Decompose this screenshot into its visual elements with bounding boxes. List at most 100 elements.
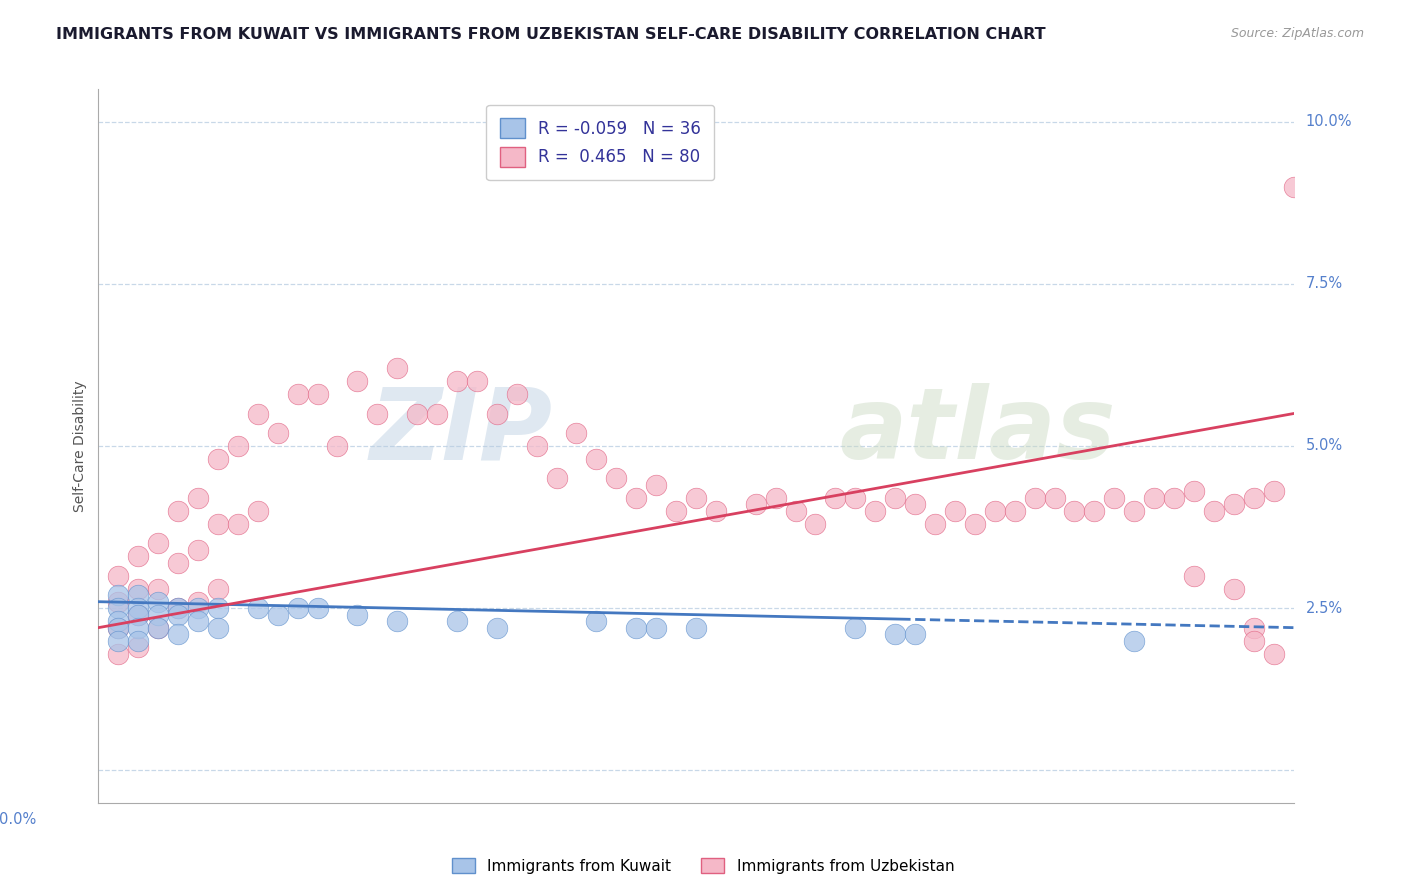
Point	[1024, 491, 1046, 505]
Text: 7.5%: 7.5%	[1305, 277, 1343, 292]
Point	[148, 595, 170, 609]
Point	[884, 627, 907, 641]
Point	[366, 407, 388, 421]
Point	[246, 601, 269, 615]
Point	[824, 491, 846, 505]
Point	[127, 621, 149, 635]
Point	[745, 497, 768, 511]
Legend: R = -0.059   N = 36, R =  0.465   N = 80: R = -0.059 N = 36, R = 0.465 N = 80	[486, 104, 714, 180]
Point	[804, 516, 827, 531]
Point	[127, 549, 149, 564]
Point	[943, 504, 966, 518]
Point	[624, 621, 647, 635]
Point	[963, 516, 986, 531]
Point	[167, 504, 190, 518]
Point	[565, 425, 588, 440]
Text: 0.0%: 0.0%	[0, 812, 37, 827]
Point	[226, 516, 249, 531]
Point	[287, 601, 309, 615]
Point	[326, 439, 349, 453]
Point	[207, 582, 229, 596]
Point	[1123, 504, 1146, 518]
Point	[844, 491, 866, 505]
Point	[346, 607, 368, 622]
Text: atlas: atlas	[839, 384, 1116, 480]
Point	[127, 601, 149, 615]
Point	[346, 374, 368, 388]
Point	[546, 471, 568, 485]
Point	[685, 491, 707, 505]
Y-axis label: Self-Care Disability: Self-Care Disability	[73, 380, 87, 512]
Text: Source: ZipAtlas.com: Source: ZipAtlas.com	[1230, 27, 1364, 40]
Point	[107, 621, 129, 635]
Point	[465, 374, 488, 388]
Point	[485, 407, 508, 421]
Point	[127, 607, 149, 622]
Point	[267, 425, 290, 440]
Point	[1143, 491, 1166, 505]
Point	[983, 504, 1005, 518]
Point	[645, 478, 668, 492]
Point	[884, 491, 907, 505]
Point	[904, 627, 927, 641]
Point	[167, 601, 190, 615]
Point	[127, 633, 149, 648]
Point	[863, 504, 886, 518]
Text: 10.0%: 10.0%	[1305, 114, 1353, 129]
Legend: Immigrants from Kuwait, Immigrants from Uzbekistan: Immigrants from Kuwait, Immigrants from …	[446, 852, 960, 880]
Point	[1263, 647, 1285, 661]
Point	[207, 601, 229, 615]
Point	[406, 407, 429, 421]
Point	[148, 607, 170, 622]
Point	[207, 516, 229, 531]
Point	[785, 504, 807, 518]
Point	[904, 497, 927, 511]
Point	[1102, 491, 1125, 505]
Point	[207, 452, 229, 467]
Point	[1043, 491, 1066, 505]
Point	[924, 516, 946, 531]
Point	[107, 568, 129, 582]
Point	[645, 621, 668, 635]
Point	[506, 387, 529, 401]
Point	[187, 614, 209, 628]
Point	[148, 621, 170, 635]
Point	[107, 621, 129, 635]
Point	[148, 536, 170, 550]
Point	[167, 556, 190, 570]
Point	[605, 471, 627, 485]
Point	[127, 582, 149, 596]
Point	[167, 607, 190, 622]
Point	[127, 607, 149, 622]
Point	[1223, 582, 1246, 596]
Point	[148, 582, 170, 596]
Point	[307, 387, 329, 401]
Text: 5.0%: 5.0%	[1305, 439, 1343, 453]
Point	[1182, 484, 1205, 499]
Text: 2.5%: 2.5%	[1305, 600, 1343, 615]
Point	[107, 647, 129, 661]
Point	[1123, 633, 1146, 648]
Point	[665, 504, 688, 518]
Point	[485, 621, 508, 635]
Point	[385, 614, 409, 628]
Point	[148, 621, 170, 635]
Point	[704, 504, 727, 518]
Text: ZIP: ZIP	[370, 384, 553, 480]
Point	[1263, 484, 1285, 499]
Point	[1163, 491, 1185, 505]
Point	[426, 407, 449, 421]
Point	[1223, 497, 1246, 511]
Point	[167, 601, 190, 615]
Point	[844, 621, 866, 635]
Point	[187, 595, 209, 609]
Point	[167, 627, 190, 641]
Text: IMMIGRANTS FROM KUWAIT VS IMMIGRANTS FROM UZBEKISTAN SELF-CARE DISABILITY CORREL: IMMIGRANTS FROM KUWAIT VS IMMIGRANTS FRO…	[56, 27, 1046, 42]
Point	[1282, 179, 1305, 194]
Point	[107, 601, 129, 615]
Point	[1243, 621, 1265, 635]
Point	[107, 633, 129, 648]
Point	[1243, 491, 1265, 505]
Point	[685, 621, 707, 635]
Point	[107, 588, 129, 602]
